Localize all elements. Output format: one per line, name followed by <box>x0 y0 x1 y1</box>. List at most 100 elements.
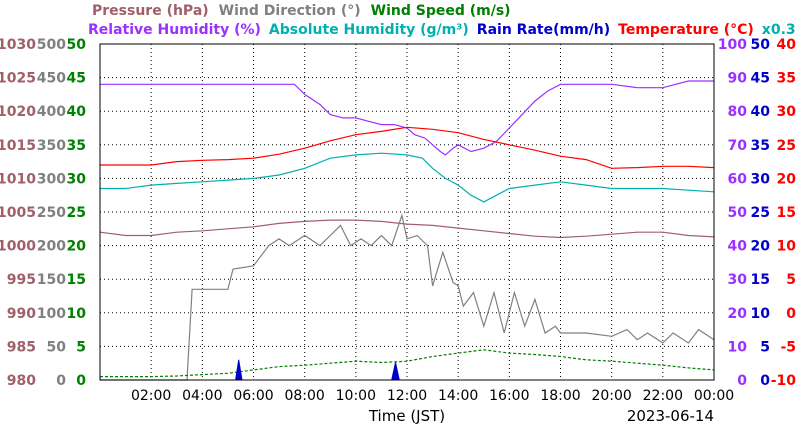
left-axis-tick: 0 <box>76 373 86 389</box>
grid <box>100 44 714 380</box>
x-tick-label: 22:00 <box>643 388 683 404</box>
right-axis-tick: -5 <box>780 339 796 355</box>
left-axis-tick: 50 <box>67 37 87 53</box>
series-layer <box>99 80 715 381</box>
right-axis-tick: 45 <box>751 71 770 87</box>
left-axis-tick: 40 <box>67 104 87 120</box>
legend-entry: x0.3 <box>762 22 796 38</box>
x-tick-label: 08:00 <box>284 388 324 404</box>
right-axis-tick: 50 <box>751 37 771 53</box>
right-axis-tick: 50 <box>728 205 748 221</box>
right-axis-tick: 35 <box>751 138 770 154</box>
right-axis-tick: 90 <box>728 71 748 87</box>
left-axis-tick: 450 <box>37 71 66 87</box>
left-axis-tick: 1020 <box>0 104 36 120</box>
right-axes: 0102030405060708090100051015202530354045… <box>718 37 796 389</box>
left-axis-tick: 1010 <box>0 171 36 187</box>
left-axis-tick: 45 <box>67 71 86 87</box>
series-line <box>100 80 714 156</box>
left-axis-tick: 985 <box>7 339 36 355</box>
right-axis-tick: 40 <box>777 37 797 53</box>
right-axis-tick: 0 <box>760 373 770 389</box>
left-axis-tick: 20 <box>67 239 87 255</box>
x-tick-label: 02:00 <box>131 388 171 404</box>
right-axis-tick: 0 <box>737 373 747 389</box>
left-axis-tick: 1030 <box>0 37 36 53</box>
right-axis-tick: 5 <box>760 339 770 355</box>
legend-entry: Rain Rate(mm/h) <box>477 22 610 38</box>
left-axis-tick: 990 <box>7 306 36 322</box>
left-axis-tick: 1005 <box>0 205 36 221</box>
right-axis-tick: 10 <box>751 306 771 322</box>
x-tick-label: 14:00 <box>438 388 478 404</box>
left-axis-tick: 300 <box>37 171 66 187</box>
left-axis-tick: 500 <box>37 37 66 53</box>
left-axis-tick: 995 <box>7 272 36 288</box>
right-axis-tick: -10 <box>771 373 797 389</box>
series-line <box>100 213 715 381</box>
right-axis-tick: 20 <box>777 171 797 187</box>
left-axis-tick: 1015 <box>0 138 36 154</box>
left-axis-tick: 1025 <box>0 71 36 87</box>
x-tick-label: 12:00 <box>387 388 427 404</box>
left-axis-tick: 0 <box>56 373 66 389</box>
right-axis-tick: 25 <box>777 138 796 154</box>
right-axis-tick: 25 <box>751 205 770 221</box>
left-axis-tick: 50 <box>47 339 67 355</box>
left-axis-tick: 15 <box>67 272 86 288</box>
left-axis-tick: 250 <box>37 205 66 221</box>
legend-entry: Pressure (hPa) <box>92 3 209 19</box>
plot-frame <box>99 43 715 381</box>
series-line <box>100 349 715 378</box>
legend-entry: Wind Direction (°) <box>219 3 361 19</box>
x-tick-label: 10:00 <box>336 388 376 404</box>
right-axis-tick: 60 <box>728 171 748 187</box>
right-axis-tick: 80 <box>728 104 748 120</box>
left-axis-tick: 30 <box>67 171 87 187</box>
right-axis-tick: 35 <box>777 71 796 87</box>
right-axis-tick: 30 <box>751 171 771 187</box>
right-axis-tick: 10 <box>777 239 797 255</box>
left-axis-tick: 980 <box>7 373 36 389</box>
legend-entry: Wind Speed (m/s) <box>371 3 511 19</box>
right-axis-tick: 100 <box>718 37 747 53</box>
x-axis-label: Time (JST) <box>368 407 445 425</box>
legend: Pressure (hPa) Wind Direction (°) Wind Spe… <box>88 3 796 38</box>
right-axis-tick: 30 <box>777 104 797 120</box>
right-axis-tick: 5 <box>786 272 796 288</box>
legend-entry: Absolute Humidity (g/m³) <box>269 22 469 38</box>
left-axis-tick: 1000 <box>0 239 36 255</box>
left-axes: 9809859909951000100510101015102010251030… <box>0 37 86 389</box>
right-axis-tick: 15 <box>751 272 770 288</box>
chart-date: 2023-06-14 <box>627 407 714 425</box>
left-axis-tick: 150 <box>37 272 66 288</box>
right-axis-tick: 70 <box>728 138 748 154</box>
left-axis-tick: 200 <box>37 239 66 255</box>
right-axis-tick: 15 <box>777 205 796 221</box>
right-axis-tick: 30 <box>728 272 748 288</box>
x-tick-label: 00:00 <box>694 388 734 404</box>
right-axis-tick: 20 <box>751 239 771 255</box>
series-line <box>99 219 715 239</box>
left-axis-tick: 350 <box>37 138 66 154</box>
left-axis-tick: 10 <box>67 306 87 322</box>
left-axis-tick: 35 <box>67 138 86 154</box>
right-axis-tick: 40 <box>751 104 771 120</box>
x-ticks: 02:00 04:00 06:00 08:00 10:00 12:00 14:00 16:00… <box>131 388 734 404</box>
series-line <box>100 152 715 203</box>
left-axis-tick: 5 <box>76 339 86 355</box>
right-axis-tick: 40 <box>728 239 748 255</box>
right-axis-tick: 0 <box>786 306 796 322</box>
left-axis-tick: 100 <box>37 306 66 322</box>
left-axis-tick: 25 <box>67 205 86 221</box>
legend-entry: Temperature (°C) <box>618 22 754 38</box>
series-line <box>100 126 715 169</box>
right-axis-tick: 10 <box>728 339 748 355</box>
left-axis-tick: 400 <box>37 104 66 120</box>
x-tick-label: 18:00 <box>540 388 580 404</box>
x-tick-label: 06:00 <box>233 388 273 404</box>
x-tick-label: 16:00 <box>489 388 529 404</box>
legend-entry: Relative Humidity (%) <box>88 22 261 38</box>
right-axis-tick: 20 <box>728 306 748 322</box>
